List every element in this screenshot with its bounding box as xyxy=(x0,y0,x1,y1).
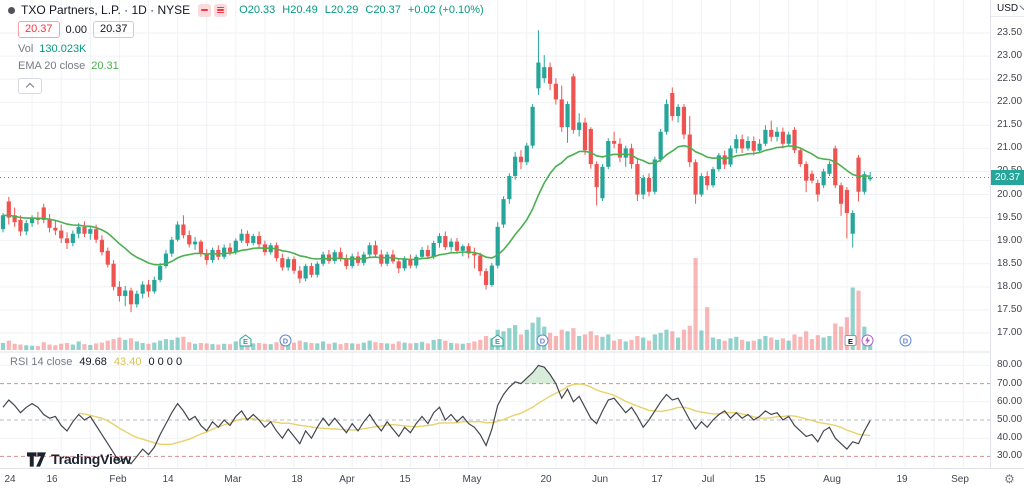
rsi-tick-label: 40.00 xyxy=(997,432,1023,444)
time-axis-label: Mar xyxy=(224,474,242,485)
time-axis-label: 18 xyxy=(291,474,303,485)
price-tick-label: 17.00 xyxy=(997,326,1023,338)
collapse-legend-button[interactable] xyxy=(18,78,42,94)
ohlc-readout: O20.33 H20.49 L20.29 C20.37 +0.02 (+0.10… xyxy=(239,4,484,16)
gear-icon[interactable]: ⚙ xyxy=(1004,472,1015,486)
svg-text:D: D xyxy=(282,337,288,346)
rsi-legend: RSI 14 close 49.68 43.40 0 0 0 0 xyxy=(10,356,182,368)
price-tick-label: 20.00 xyxy=(997,188,1023,200)
time-axis-label: Feb xyxy=(109,474,127,485)
event-marker-dividend[interactable]: D xyxy=(279,334,292,347)
price-tick-label: 23.00 xyxy=(997,50,1023,62)
tradingview-logo-text: TradingView xyxy=(51,451,132,467)
svg-text:D: D xyxy=(539,337,545,346)
event-marker-alert[interactable] xyxy=(861,334,874,347)
event-marker-earnings-upcoming[interactable]: E xyxy=(844,334,857,347)
rsi-tick-label: 50.00 xyxy=(997,414,1023,425)
svg-text:D: D xyxy=(902,337,908,346)
last-price-badge: 20.37 xyxy=(991,170,1024,186)
symbol-legend: TXO Partners, L.P. · 1D · NYSE O20.33 H2… xyxy=(8,3,484,94)
svg-text:E: E xyxy=(494,337,499,346)
price-tick-label: 21.00 xyxy=(997,142,1023,154)
chevron-up-icon xyxy=(25,82,35,92)
currency-label: USD xyxy=(997,2,1019,14)
indicator-menu-icon[interactable] xyxy=(214,3,228,17)
rsi-title: RSI 14 close xyxy=(10,356,73,368)
price-tick-label: 17.50 xyxy=(997,303,1023,315)
price-tick-label: 22.50 xyxy=(997,73,1023,85)
event-marker-earnings[interactable]: E xyxy=(239,334,252,347)
ema-legend: EMA 20 close 20.31 xyxy=(18,60,119,72)
time-axis-label: 19 xyxy=(896,474,908,485)
time-axis-label: 24 xyxy=(4,474,16,485)
spread-value: 0.00 xyxy=(65,23,87,36)
time-axis-label: 17 xyxy=(651,474,663,485)
price-tick-label: 18.50 xyxy=(997,257,1023,269)
price-axis[interactable]: USD 23.5023.0022.5022.0021.5021.0020.502… xyxy=(990,0,1024,468)
time-axis-label: Jul xyxy=(701,474,715,485)
event-marker-earnings[interactable]: E xyxy=(491,334,504,347)
tradingview-logo-mark xyxy=(27,451,46,467)
symbol-bullet-icon xyxy=(8,6,15,14)
time-axis-label: May xyxy=(462,474,482,485)
volume-value: 130.023K xyxy=(39,43,87,55)
time-axis-label: Jun xyxy=(591,474,609,485)
price-tick-label: 21.50 xyxy=(997,119,1023,131)
time-axis-label: 16 xyxy=(46,474,58,485)
rsi-value: 49.68 xyxy=(79,356,107,368)
rsi-ma-value: 43.40 xyxy=(113,356,142,368)
event-marker-dividend[interactable]: D xyxy=(536,334,549,347)
price-tick-label: 23.50 xyxy=(997,27,1023,38)
time-axis-label: Apr xyxy=(339,474,355,485)
buy-price-box[interactable]: 20.37 xyxy=(92,21,135,38)
rsi-tick-label: 70.00 xyxy=(997,377,1023,389)
ema-value: 20.31 xyxy=(91,60,119,72)
tradingview-logo[interactable]: TradingView xyxy=(27,451,131,467)
chart-canvas[interactable] xyxy=(0,0,990,468)
svg-text:E: E xyxy=(847,337,852,346)
time-axis-label: Aug xyxy=(823,474,841,485)
price-tick-label: 22.00 xyxy=(997,96,1023,108)
change-readout: +0.02 (+0.10%) xyxy=(407,4,484,16)
symbol-title[interactable]: TXO Partners, L.P. · 1D · NYSE xyxy=(21,3,191,17)
time-axis-label: 15 xyxy=(399,474,411,485)
rsi-tick-label: 80.00 xyxy=(997,359,1023,371)
svg-text:E: E xyxy=(242,337,247,346)
event-marker-dividend-upcoming[interactable]: D xyxy=(899,334,912,347)
time-axis-label: Sep xyxy=(951,474,969,485)
rsi-band-values: 0 0 0 0 xyxy=(148,356,183,368)
price-tick-label: 19.00 xyxy=(997,234,1023,246)
rsi-tick-label: 30.00 xyxy=(997,450,1023,462)
time-axis-label: 14 xyxy=(162,474,174,485)
hide-indicator-icon[interactable] xyxy=(198,3,212,17)
sell-price-box[interactable]: 20.37 xyxy=(18,21,60,38)
time-axis[interactable]: 24 16 Feb 14 Mar 18 Apr 15 May 20 Jun 17 Jul 15 Aug 19 S… xyxy=(0,468,1024,489)
time-axis-label: 20 xyxy=(540,474,552,485)
price-tick-label: 19.50 xyxy=(997,211,1023,223)
volume-legend: Vol 130.023K xyxy=(18,43,87,55)
rsi-tick-label: 60.00 xyxy=(997,395,1023,407)
time-axis-label: 15 xyxy=(754,474,766,485)
currency-selector[interactable]: USD xyxy=(991,0,1024,17)
chevron-down-icon xyxy=(1019,3,1024,11)
price-tick-label: 18.00 xyxy=(997,280,1023,292)
